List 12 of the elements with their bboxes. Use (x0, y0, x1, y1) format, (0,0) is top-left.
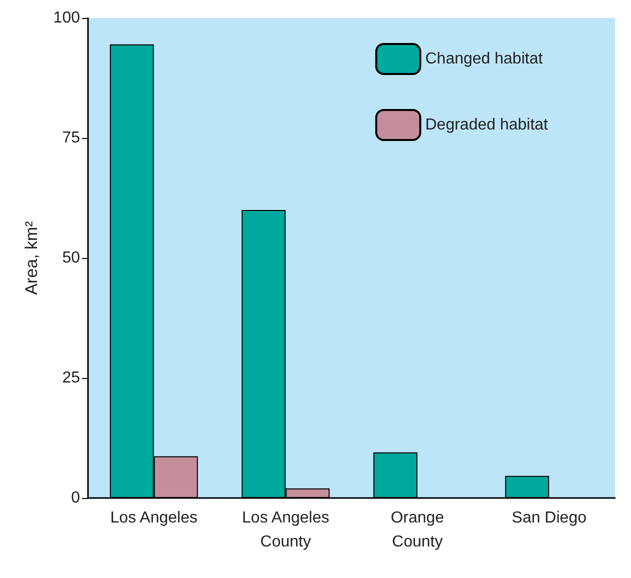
x-tick-label: Los Angeles (110, 510, 198, 526)
y-tick-label: 0 (71, 490, 80, 506)
y-tick-label: 25 (62, 370, 80, 386)
x-tick-label: San Diego (512, 510, 587, 526)
y-tick-label: 50 (62, 250, 80, 266)
legend-label: Degraded habitat (425, 116, 549, 134)
x-tick-label: Los Angeles County (242, 510, 330, 550)
x-tick-label: Orange County (390, 510, 444, 550)
y-tick-label: 100 (53, 10, 80, 26)
y-axis-title: Area, km² (22, 220, 41, 295)
y-tick-label: 75 (62, 130, 80, 146)
legend-label: Changed habitat (425, 50, 544, 68)
